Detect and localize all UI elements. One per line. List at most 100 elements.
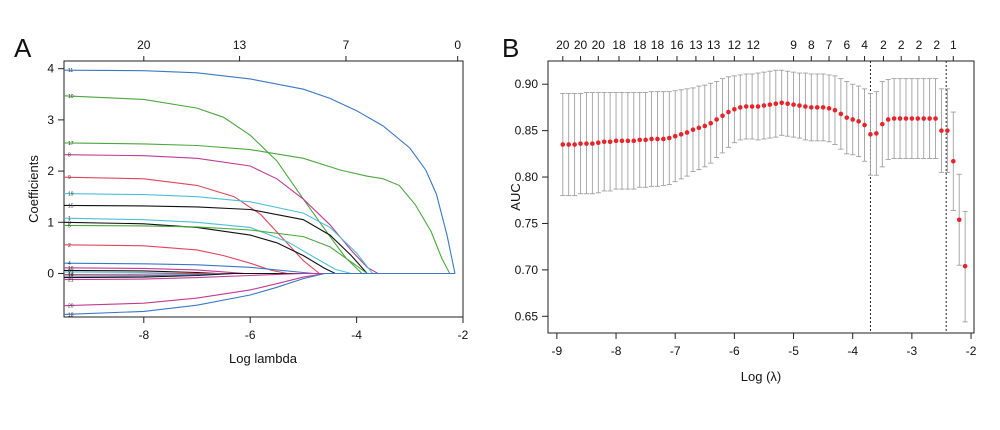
auc-point — [779, 100, 785, 106]
auc-point — [915, 116, 921, 121]
x-axis-title-a: Log lambda — [229, 351, 298, 366]
x-tick-label: -9 — [552, 344, 563, 358]
auc-point — [572, 142, 577, 147]
coef-line-15 — [63, 204, 455, 275]
top-tick-label: 18 — [612, 38, 626, 52]
auc-point — [737, 105, 743, 110]
coef-label-3: 3 — [68, 220, 71, 226]
auc-point — [726, 109, 731, 115]
top-tick-label: 8 — [808, 38, 815, 52]
y-tick-label: 0.70 — [515, 263, 539, 277]
y-tick-label: 3 — [47, 113, 54, 127]
auc-point — [767, 102, 773, 107]
coef-line-9 — [63, 176, 455, 275]
auc-point — [933, 116, 938, 121]
auc-point — [909, 116, 915, 121]
top-tick-label: 2 — [916, 38, 923, 52]
y-tick-label: 0.65 — [515, 309, 539, 323]
x-tick-label: -3 — [907, 344, 918, 358]
top-tick-label: 12 — [728, 38, 742, 52]
top-tick-label: 13 — [707, 38, 721, 52]
auc-point — [903, 116, 909, 121]
auc-point — [939, 128, 944, 133]
x-tick-label: -6 — [729, 344, 740, 358]
y-tick-label: 0.90 — [515, 77, 539, 91]
coef-label-20: 20 — [68, 304, 74, 310]
top-tick-label: 20 — [137, 38, 151, 52]
auc-point — [832, 107, 838, 113]
y-tick-label: 0.85 — [515, 124, 539, 138]
coef-label-13: 13 — [68, 270, 74, 276]
top-tick-label: 13 — [689, 38, 703, 52]
auc-point — [791, 102, 796, 107]
x-tick-label: -6 — [245, 328, 256, 342]
y-tick-label: 2 — [47, 164, 54, 178]
coef-label-19: 19 — [68, 192, 74, 198]
auc-point — [566, 142, 572, 147]
auc-point — [921, 116, 927, 121]
coef-line-18 — [63, 272, 455, 315]
y-axis-title-b: AUC — [508, 183, 523, 210]
auc-point — [631, 138, 637, 144]
auc-point — [560, 142, 566, 147]
auc-point — [844, 115, 850, 120]
x-tick-label: -8 — [611, 344, 622, 358]
coef-label-14: 14 — [68, 273, 74, 279]
coef-label-5: 5 — [68, 223, 71, 229]
x-tick-label: -5 — [788, 344, 799, 358]
coef-label-1: 1 — [68, 216, 71, 222]
auc-point — [672, 133, 678, 139]
plot-frame-b — [547, 60, 975, 334]
auc-error-bars — [560, 69, 968, 323]
auc-point — [761, 103, 767, 108]
x-tick-label: -2 — [458, 328, 469, 342]
auc-point — [607, 139, 613, 145]
auc-point — [619, 138, 625, 144]
auc-point — [696, 125, 702, 131]
y-axis-b: 0.65 0.70 0.75 0.80 0.85 0.90 — [515, 77, 548, 323]
auc-point — [868, 132, 873, 137]
coef-line-2 — [63, 244, 455, 275]
y-axis-a: 0 1 2 3 4 — [47, 62, 64, 280]
y-tick-label: 1 — [47, 215, 54, 229]
auc-point — [749, 104, 755, 109]
coef-label-12: 12 — [68, 274, 74, 280]
auc-point — [862, 122, 867, 128]
auc-point — [708, 120, 714, 126]
x-axis-title-b: Log (λ) — [741, 369, 781, 384]
x-tick-label: -4 — [847, 344, 858, 358]
auc-point — [874, 131, 879, 136]
panel-label-b: B — [502, 33, 519, 63]
coef-line-20 — [63, 272, 455, 307]
coef-label-17: 17 — [68, 141, 74, 147]
lambda-reference-lines — [869, 61, 947, 333]
top-tick-label: 0 — [454, 38, 461, 52]
x-axis-b: -9 -8 -7 -6 -5 -4 -3 -2 — [552, 333, 977, 358]
top-tick-label: 7 — [826, 38, 833, 52]
coef-label-7: 7 — [68, 276, 71, 282]
auc-points — [560, 100, 968, 269]
coef-line-3 — [63, 221, 455, 275]
y-tick-label: 4 — [47, 62, 54, 76]
y-axis-title-a: Coefficients — [26, 155, 41, 223]
top-tick-label: 20 — [592, 38, 606, 52]
x-tick-label: -8 — [138, 328, 149, 342]
auc-point — [678, 132, 684, 137]
top-tick-label: 20 — [574, 38, 588, 52]
coef-label-11: 11 — [68, 68, 73, 74]
auc-point — [690, 127, 696, 132]
auc-point — [666, 135, 672, 141]
coefficient-lines — [63, 69, 456, 315]
auc-point — [732, 106, 737, 112]
x-tick-label: -7 — [670, 344, 681, 358]
coef-line-19 — [63, 193, 455, 275]
auc-point — [714, 117, 719, 122]
auc-point — [945, 128, 950, 133]
coef-label-4: 4 — [68, 261, 71, 267]
top-tick-label: 18 — [633, 38, 647, 52]
top-axis-a: 20 13 7 0 — [137, 38, 461, 61]
coef-label-10: 10 — [68, 94, 74, 100]
